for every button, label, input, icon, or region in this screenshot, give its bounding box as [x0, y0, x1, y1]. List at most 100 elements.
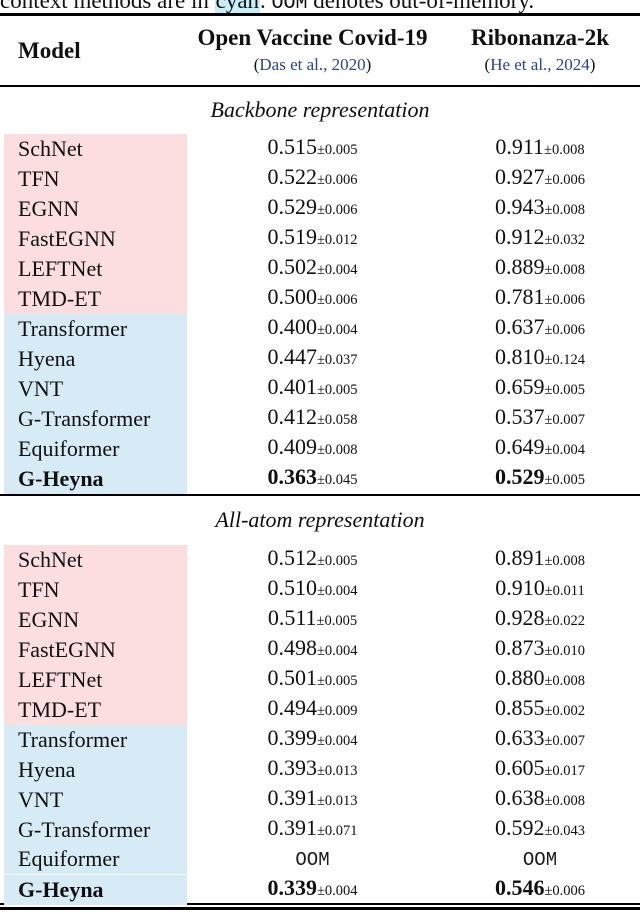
- table-row: SchNet 0.515±0.005 0.911±0.008: [0, 132, 640, 165]
- table-row: EGNN 0.511±0.005 0.928±0.022: [0, 603, 640, 635]
- model-name: TMD-ET: [4, 283, 187, 314]
- metric-std: ±0.004: [316, 883, 358, 899]
- metric-value: 0.494: [267, 695, 317, 720]
- metric-value: 0.889: [494, 254, 545, 279]
- value-cell: OOM: [185, 843, 440, 875]
- value-cell: OOM: [440, 843, 640, 875]
- model-column-header: Model: [18, 37, 81, 63]
- metric-value: 0.447: [267, 344, 317, 369]
- value-cell: 0.515±0.005: [185, 132, 440, 165]
- caption-line: context methods are in cyan. OOM denotes…: [0, 0, 640, 13]
- metric-std: ±0.005: [544, 382, 586, 398]
- model-name: Transformer: [4, 724, 187, 755]
- metric-std: ±0.007: [544, 733, 586, 749]
- value-cell: 0.401±0.005: [185, 372, 440, 405]
- table-row: VNT 0.391±0.013 0.638±0.008: [0, 783, 640, 816]
- metric-std: ±0.071: [316, 823, 358, 839]
- model-name: LEFTNet: [4, 664, 187, 695]
- table-row: TFN 0.522±0.006 0.927±0.006: [0, 162, 640, 195]
- metric-value: 0.891: [494, 545, 545, 570]
- citation-link-he-2024[interactable]: He et al., 2024: [490, 55, 590, 74]
- section-backbone-representation: Backbone representation SchNet 0.515±0.00…: [0, 87, 640, 495]
- table-row: TMD-ET 0.500 ±0.006 0.781±0.006: [0, 282, 640, 315]
- model-name: Equiformer: [4, 844, 187, 874]
- model-name: TFN: [4, 574, 187, 605]
- table-row: Equiformer 0.409±0.008 0.649±0.004: [0, 432, 640, 464]
- metric-std: ±0.008: [544, 553, 586, 569]
- value-cell: 0.391±0.071: [185, 813, 440, 846]
- metric-std: ±0.005: [544, 472, 586, 488]
- metric-std: ±0.005: [316, 382, 358, 398]
- paren-open: (: [484, 55, 491, 74]
- value-cell: 0.546±0.006: [440, 873, 640, 906]
- metric-value: 0.928: [494, 605, 545, 630]
- table-row: FastEGNN 0.498±0.004 0.873±0.010: [0, 633, 640, 666]
- metric-value: 0.522: [267, 164, 317, 189]
- table-row: LEFTNet 0.501±0.005 0.880±0.008: [0, 663, 640, 695]
- value-cell: 0.529±0.006: [185, 192, 440, 225]
- value-cell: 0.412±0.058: [185, 402, 440, 435]
- value-cell: 0.889±0.008: [440, 252, 640, 285]
- table-row: EGNN 0.529±0.006 0.943±0.008: [0, 192, 640, 225]
- table-header-row: Model Open Vaccine Covid-19 (Das et al.,…: [0, 16, 640, 85]
- metric-std: ±0.008: [544, 262, 586, 278]
- cyan-highlight: cyan: [214, 0, 261, 13]
- value-cell: 0.512±0.005: [185, 543, 440, 576]
- metric-value: 0.400: [267, 314, 317, 339]
- value-cell: 0.873±0.010: [440, 633, 640, 666]
- table-bottom-rule: [0, 903, 640, 910]
- metric-std: ±0.006: [544, 292, 586, 308]
- oom-value: OOM: [295, 849, 330, 871]
- table-row: Hyena 0.393±0.013 0.605±0.017: [0, 753, 640, 785]
- citation-link-das-2020[interactable]: Das et al., 2020: [259, 55, 366, 74]
- metric-std: ±0.002: [544, 703, 586, 719]
- metric-std: ±0.008: [544, 673, 586, 689]
- value-cell: 0.510±0.004: [185, 573, 440, 606]
- value-cell: 0.498±0.004: [185, 633, 440, 666]
- value-cell: 0.537±0.007: [440, 402, 640, 435]
- metric-std: ±0.008: [544, 793, 586, 809]
- column-header-ribonanza: Ribonanza-2k (He et al., 2024): [440, 16, 640, 85]
- value-cell: 0.927±0.006: [440, 162, 640, 195]
- value-cell: 0.910±0.011: [440, 573, 640, 606]
- all-atom-rows: SchNet 0.512±0.005 0.891±0.008 TFN 0.510±0.0…: [0, 543, 640, 906]
- metric-value: 0.880: [494, 665, 545, 690]
- metric-std: ±0.022: [544, 613, 586, 629]
- value-cell: 0.519±0.012: [185, 222, 440, 255]
- section-title-backbone: Backbone representation: [210, 96, 430, 122]
- metric-value: 0.637: [494, 314, 545, 339]
- value-cell: 0.494±0.009: [185, 693, 440, 726]
- metric-std: ±0.004: [316, 322, 358, 338]
- metric-value: 0.912: [494, 224, 545, 249]
- metric-value: 0.339: [267, 875, 317, 900]
- metric-value: 0.393: [267, 755, 317, 780]
- metric-std: ±0.017: [544, 763, 586, 779]
- value-cell: 0.781±0.006: [440, 282, 640, 315]
- table-row: G-Heyna 0.363±0.045 0.529±0.005: [0, 462, 640, 495]
- paren-close: ): [589, 55, 596, 74]
- model-name: Hyena: [4, 754, 187, 785]
- metric-std: ±0.004: [316, 583, 358, 599]
- metric-std: ±0.011: [544, 583, 585, 599]
- metric-value: 0.498: [267, 635, 317, 660]
- value-cell: 0.638±0.008: [440, 783, 640, 816]
- metric-std: ±0.013: [316, 763, 358, 779]
- table-mid-rule: [0, 85, 640, 87]
- table-row: Equiformer OOM OOM: [0, 843, 640, 875]
- bottom-rule-gap: [0, 905, 640, 907]
- value-cell: 0.529±0.005: [440, 462, 640, 495]
- metric-std: ±0.045: [316, 472, 358, 488]
- metric-value: 0.500: [267, 284, 317, 309]
- metric-value: 0.510: [267, 575, 317, 600]
- metric-value: 0.633: [494, 725, 545, 750]
- value-cell: 0.911±0.008: [440, 132, 640, 165]
- metric-value: 0.391: [267, 815, 317, 840]
- oom-term: OOM: [271, 0, 308, 13]
- metric-std: ±0.006: [316, 172, 358, 188]
- metric-value: 0.511: [267, 605, 317, 630]
- model-name: VNT: [4, 784, 187, 815]
- metric-value: 0.537: [494, 404, 545, 429]
- model-name: VNT: [4, 373, 187, 404]
- metric-value: 0.873: [494, 635, 545, 660]
